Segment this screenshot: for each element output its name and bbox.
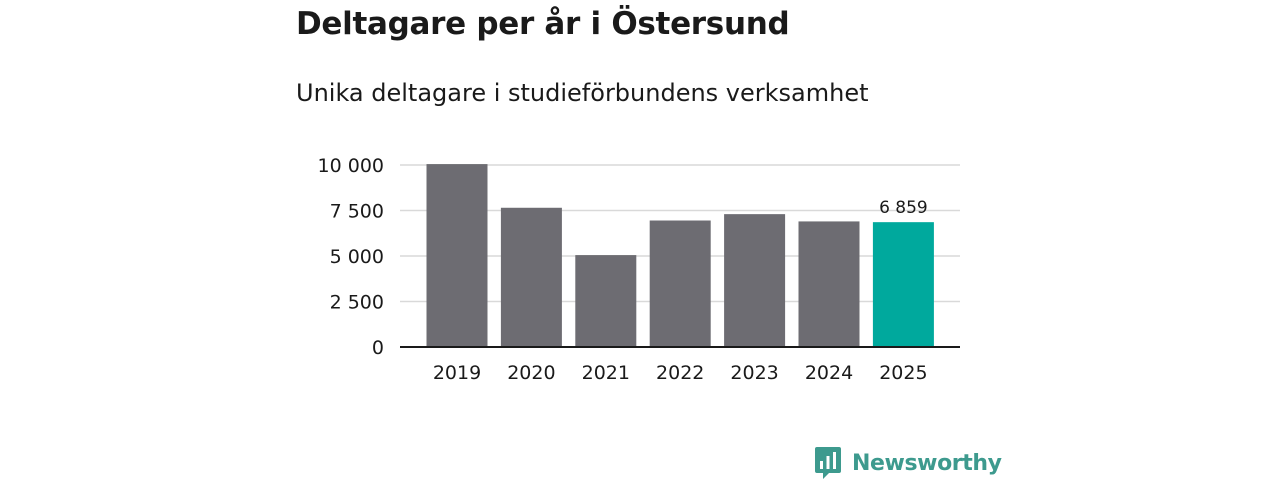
y-tick-label: 2 500 (330, 292, 384, 314)
x-tick-label: 2024 (805, 362, 853, 384)
bar-2025 (872, 222, 934, 347)
y-tick-label: 5 000 (330, 246, 384, 268)
bar-2022 (649, 220, 711, 347)
data-label: 6 859 (879, 198, 928, 218)
chart-subtitle: Unika deltagare i studieförbundens verks… (296, 79, 869, 107)
y-tick-label: 0 (372, 337, 384, 359)
bar-2020 (500, 207, 562, 347)
x-tick-label: 2023 (730, 362, 778, 384)
x-tick-label: 2020 (507, 362, 555, 384)
brand-logo: Newsworthy (814, 445, 1002, 481)
chart-title: Deltagare per år i Östersund (296, 6, 790, 42)
bar-2024 (798, 221, 860, 347)
brand-name: Newsworthy (852, 450, 1002, 476)
newsworthy-logo-icon (815, 447, 841, 479)
bar-2021 (575, 255, 637, 347)
y-tick-label: 7 500 (330, 201, 384, 223)
x-tick-label: 2025 (879, 362, 927, 384)
y-tick-label: 10 000 (318, 155, 384, 177)
bars (426, 164, 934, 347)
data-labels: 6 859 (879, 198, 928, 218)
x-tick-label: 2019 (433, 362, 481, 384)
x-tick-label: 2021 (582, 362, 630, 384)
y-axis-tick-labels: 0 2 500 5 000 7 500 10 000 (318, 155, 384, 359)
bar-2019 (426, 164, 488, 347)
x-axis-tick-labels: 2019 2020 2021 2022 2023 2024 2025 (433, 362, 928, 384)
x-tick-label: 2022 (656, 362, 704, 384)
bar-2023 (724, 214, 786, 347)
